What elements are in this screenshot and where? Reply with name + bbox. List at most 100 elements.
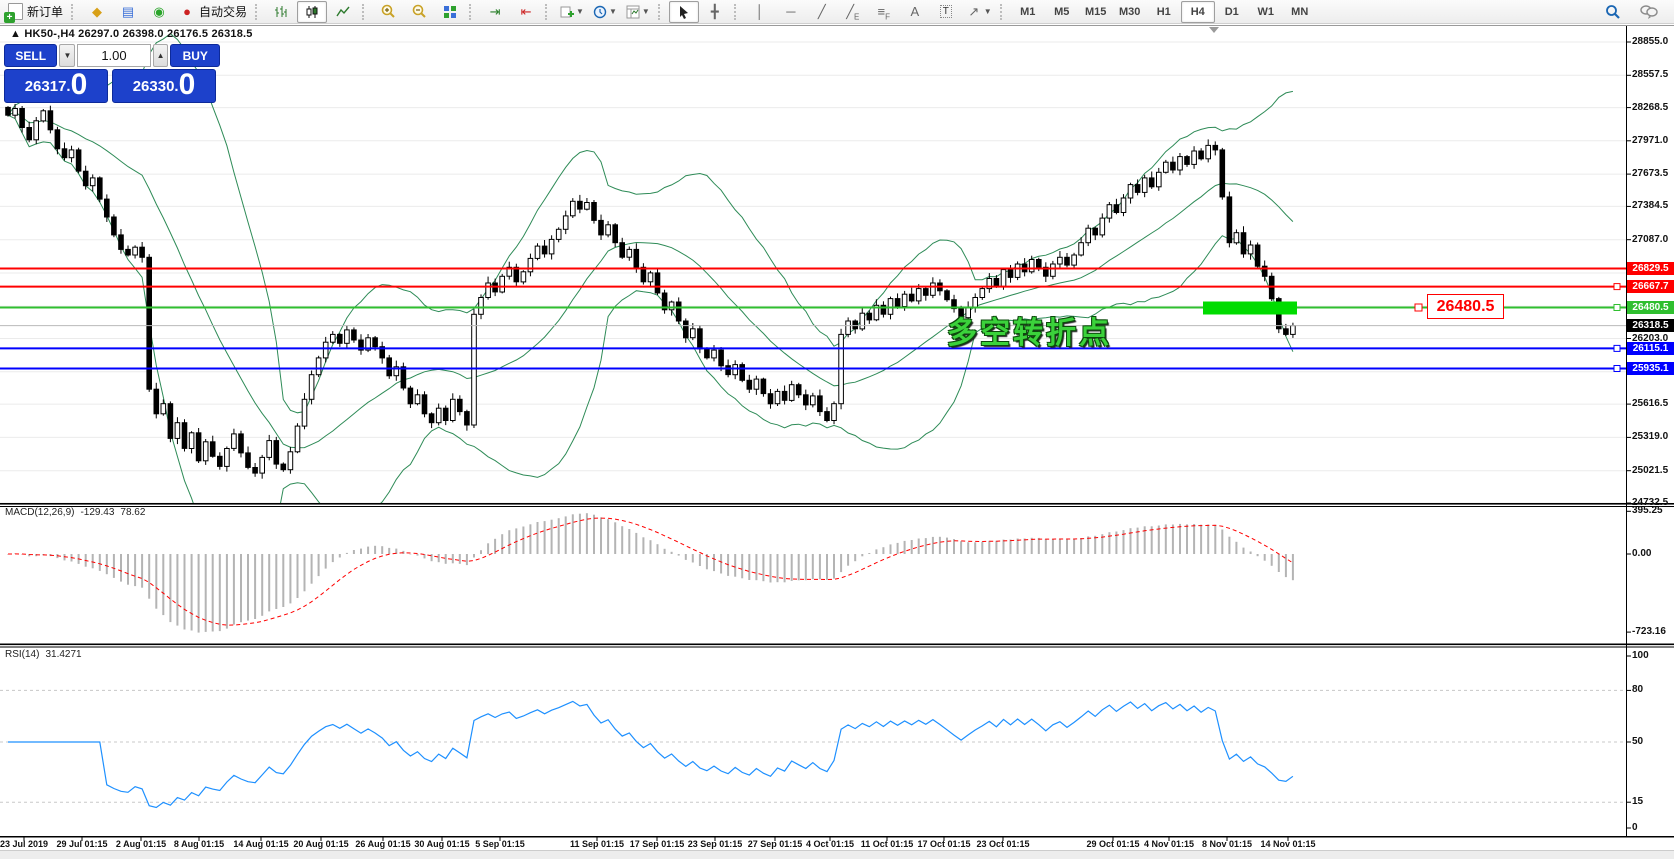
- chat-icon: [1640, 5, 1658, 19]
- auto-trading-button[interactable]: ● 自动交易: [175, 1, 251, 23]
- zoom-in-icon: [381, 4, 395, 18]
- templates-icon: [626, 5, 640, 18]
- volume-input[interactable]: 1.00: [77, 44, 151, 67]
- fibonacci-tool-button[interactable]: ≡F: [869, 1, 899, 23]
- timeframe-M15[interactable]: M15: [1085, 5, 1107, 18]
- toolbar-separator: [545, 3, 552, 20]
- add-indicator-icon: [560, 6, 575, 17]
- equidistant-channel-tool-button[interactable]: ╱E: [838, 1, 868, 23]
- search-icon: [1606, 4, 1620, 19]
- horizontal-line-icon: ─: [786, 3, 796, 19]
- toolbar-separator: [255, 3, 262, 20]
- new-order-label: 新订单: [27, 5, 64, 19]
- market-watch-button[interactable]: ◆: [82, 1, 112, 23]
- rsi-value: 31.4271: [45, 649, 82, 660]
- crosshair-tool-button[interactable]: ╋: [700, 1, 730, 23]
- symbol-header: ▲ HK50-,H4 26297.0 26398.0 26176.5 26318…: [10, 28, 253, 40]
- templates-button[interactable]: ▼: [622, 1, 654, 23]
- trendline-icon: ╱: [817, 3, 826, 19]
- sell-button[interactable]: SELL: [4, 44, 58, 67]
- line-chart-button[interactable]: [328, 1, 358, 23]
- depth-of-market-button[interactable]: ▤: [113, 1, 143, 23]
- macd-name: MACD(12,26,9): [5, 507, 75, 518]
- horizontal-line-tool-button[interactable]: ─: [776, 1, 806, 23]
- symbol-name: HK50-,H4: [24, 28, 75, 40]
- bar-chart-button[interactable]: [266, 1, 296, 23]
- volume-decrease-button[interactable]: ▼: [59, 44, 76, 67]
- new-order-icon: +: [4, 3, 23, 23]
- ohlc-high: 26398.0: [122, 28, 164, 40]
- trendline-tool-button[interactable]: ╱: [807, 1, 837, 23]
- chart-shift-icon: ⇤: [520, 3, 532, 19]
- price-callout-box[interactable]: 26480.5: [1427, 294, 1504, 319]
- tile-windows-button[interactable]: [435, 1, 465, 23]
- bar-chart-icon: [275, 5, 287, 17]
- candlestick-chart-icon: [306, 5, 318, 18]
- add-indicator-button[interactable]: ▼: [556, 1, 588, 23]
- timeframe-M1[interactable]: M1: [1020, 5, 1036, 18]
- clock-icon: [593, 5, 607, 18]
- toolbar-separator: [362, 3, 369, 20]
- auto-scroll-icon: ⇥: [489, 3, 501, 19]
- toolbar-separator: [469, 3, 476, 20]
- arrows-icon: ↗: [968, 3, 980, 19]
- candlestick-chart-button[interactable]: [297, 0, 328, 23]
- tile-windows-icon: [444, 5, 457, 18]
- auto-trading-icon: ●: [183, 3, 191, 19]
- gold-icon: ◆: [92, 3, 103, 19]
- toolbar-separator: [999, 3, 1007, 20]
- toolbar-separator: [733, 3, 741, 20]
- zoom-in-button[interactable]: [373, 1, 403, 23]
- chart-area[interactable]: [0, 24, 1674, 850]
- vertical-line-tool-button[interactable]: │: [745, 1, 775, 23]
- one-click-trading-panel: SELL ▼ 1.00 ▲ BUY 26317. 0 26330. 0: [4, 44, 220, 103]
- equidistant-channel-icon: ╱E: [846, 3, 860, 22]
- chart-shift-button[interactable]: ⇤: [511, 1, 541, 23]
- ohlc-low: 26176.5: [167, 28, 209, 40]
- timeframe-W1[interactable]: W1: [1257, 5, 1274, 18]
- timeframe-H4[interactable]: H4: [1180, 0, 1215, 23]
- macd-value-signal: 78.62: [120, 507, 146, 518]
- timeframe-H1[interactable]: H1: [1156, 5, 1171, 18]
- rsi-indicator-label: RSI(14) 31.4271: [5, 649, 88, 660]
- sell-price-big-digit: 0: [70, 68, 88, 101]
- period-clock-button[interactable]: ▼: [589, 1, 621, 23]
- rsi-name: RSI(14): [5, 649, 40, 660]
- chat-button[interactable]: [1634, 1, 1664, 23]
- macd-value-main: -129.43: [80, 507, 115, 518]
- cursor-icon: [680, 5, 689, 19]
- volume-increase-button[interactable]: ▲: [152, 44, 169, 67]
- auto-scroll-button[interactable]: ⇥: [480, 1, 510, 23]
- timeframe-D1[interactable]: D1: [1224, 5, 1239, 18]
- toolbar-separator: [657, 3, 665, 20]
- buy-button[interactable]: BUY: [170, 44, 220, 67]
- arrows-tool-button[interactable]: ↗ ▼: [962, 1, 996, 23]
- vertical-line-icon: │: [755, 3, 764, 19]
- macd-indicator-label: MACD(12,26,9) -129.43 78.62: [5, 507, 151, 518]
- auto-trading-label: 自动交易: [199, 5, 248, 19]
- sell-price-main: 26317: [24, 78, 67, 95]
- zoom-out-button[interactable]: [404, 1, 434, 23]
- search-button[interactable]: [1598, 1, 1628, 23]
- timeframe-M30[interactable]: M30: [1119, 5, 1141, 18]
- bottom-strip: [0, 850, 1674, 859]
- text-tool-button[interactable]: A: [900, 1, 930, 23]
- line-chart-icon: [336, 6, 350, 16]
- signals-button[interactable]: ◉: [144, 1, 174, 23]
- chart-shift-marker[interactable]: [1209, 27, 1219, 33]
- timeframe-MN[interactable]: MN: [1291, 5, 1309, 18]
- text-label-tool-button[interactable]: T: [931, 1, 961, 23]
- sell-price-display[interactable]: 26317. 0: [4, 69, 108, 103]
- depth-icon: ▤: [121, 3, 135, 19]
- ohlc-close: 26318.5: [211, 28, 253, 40]
- main-toolbar: + 新订单 ◆ ▤ ◉ ● 自动交易 ⇥ ⇤ ▼ ▼ ▼ ╋ │ ─: [0, 0, 1674, 24]
- text-icon: A: [910, 3, 920, 19]
- new-order-button[interactable]: + 新订单: [4, 1, 67, 23]
- buy-price-display[interactable]: 26330. 0: [112, 69, 216, 103]
- ohlc-open: 26297.0: [78, 28, 120, 40]
- collapse-marker-icon[interactable]: ▲: [10, 28, 22, 40]
- timeframe-M5[interactable]: M5: [1054, 5, 1070, 18]
- timeframe-group: M1 M5 M15 M30 H1 H4 D1 W1 MN: [1011, 0, 1317, 23]
- zoom-out-icon: [412, 4, 426, 18]
- cursor-tool-button[interactable]: [668, 0, 699, 23]
